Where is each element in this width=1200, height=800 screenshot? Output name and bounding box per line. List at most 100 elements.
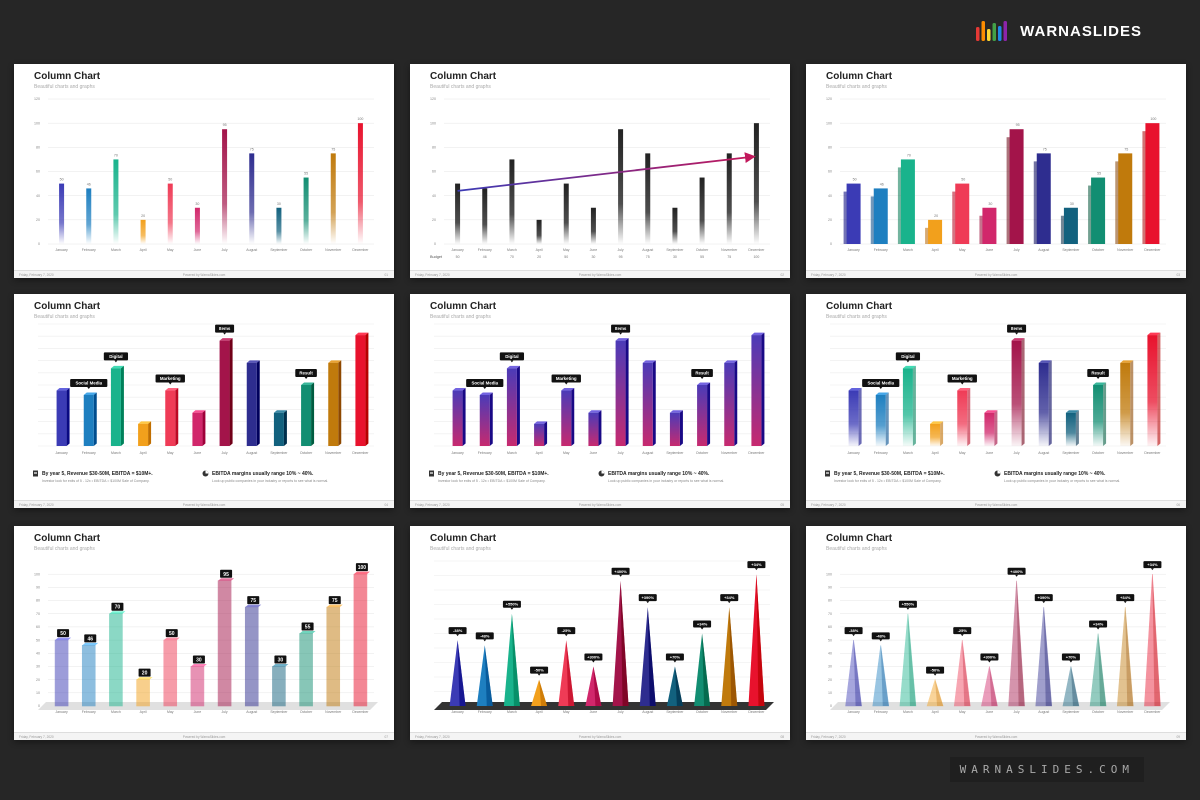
x-tick-label: May: [959, 710, 966, 714]
x-tick-label: February: [874, 248, 888, 252]
brand-bar: [998, 26, 1002, 41]
slide-footer: Friday, February 7, 2020 Powered by Warna…: [410, 270, 790, 278]
bar-side: [707, 382, 711, 446]
slide-title: Column Chart: [430, 301, 497, 312]
data-label: 20: [934, 214, 938, 218]
slide-notes: By year 5, Revenue $30-50M, EBITDA = $10…: [428, 470, 776, 498]
y-tick-label: 40: [828, 194, 832, 198]
bar-top: [136, 677, 153, 680]
trend-arrow: [457, 152, 756, 192]
x-tick-label: May: [167, 710, 174, 714]
slide-thumbnail[interactable]: 0 20 40 60 80 100 120 50 January 46 February 70 Marc…: [14, 64, 394, 278]
x-tick-label: January: [55, 710, 68, 714]
x-tick-label: November: [1117, 710, 1134, 714]
slide-thumbnail[interactable]: 0 10 20 30 40 50 60 70 80 90 100 50 January 46 Februar…: [14, 526, 394, 740]
footer-page-number: 05: [780, 502, 784, 507]
data-label-box: [720, 594, 739, 602]
bar-side: [858, 388, 862, 446]
data-label-box: [502, 600, 521, 608]
bar-shadow: [1142, 131, 1147, 244]
bar-side: [940, 421, 944, 446]
footer-url: WARNASLIDES.COM: [949, 757, 1144, 782]
data-label-box: [220, 569, 233, 578]
y-tick-label: 100: [826, 121, 832, 125]
y-tick-label: 40: [36, 194, 40, 198]
bar-top: [984, 410, 998, 413]
data-label-box: [328, 596, 341, 605]
cone: [1089, 633, 1107, 707]
x-tick-label: April: [536, 248, 543, 252]
slide-thumbnail[interactable]: January February March April May June July Augu…: [410, 294, 790, 508]
slide-thumbnail[interactable]: January February March April May June July Augu…: [806, 294, 1186, 508]
slide-subtitle: Beautiful charts and graphs: [34, 314, 95, 320]
brand-logo: WARNASLIDES: [976, 20, 1142, 42]
y-tick-label: 20: [828, 678, 832, 682]
data-label: 100: [357, 117, 363, 121]
bar: [353, 573, 368, 707]
x-tick-label: November: [721, 248, 738, 252]
slide-thumbnail[interactable]: January February March April May June July Augu…: [14, 294, 394, 508]
y-tick-label: 80: [36, 146, 40, 150]
callout-pointer: [906, 360, 910, 363]
bar-top: [561, 388, 575, 391]
slide-thumbnail[interactable]: 0 10 20 30 40 50 60 70 80 90 100 -38% January -48% Feb…: [806, 526, 1186, 740]
x-tick-label: August: [246, 248, 257, 252]
bar-shadow: [1060, 215, 1065, 244]
x-tick-label: July: [221, 451, 227, 455]
slide-thumbnail[interactable]: -38% January -48% February +550% March -50% Apr…: [410, 526, 790, 740]
x-tick-label: May: [959, 248, 966, 252]
slide-title: Column Chart: [34, 533, 101, 544]
bar: [536, 219, 542, 244]
y-tick-label: 0: [830, 704, 832, 708]
y-tick-label: 80: [36, 599, 40, 603]
bar-top: [1147, 332, 1161, 336]
data-label: 46: [87, 636, 93, 642]
cone-shade: [989, 666, 998, 706]
cone: [1116, 607, 1134, 707]
bar: [642, 362, 653, 446]
bar: [83, 394, 94, 446]
cone: [1008, 580, 1025, 707]
y-tick-label: 80: [828, 146, 832, 150]
slide-thumbnail[interactable]: 0 20 40 60 80 100 120 January 50 February 46 March 7…: [410, 64, 790, 278]
x-tick-label: September: [270, 451, 288, 455]
y-tick-label: 20: [36, 678, 40, 682]
callout-box: [295, 369, 317, 377]
bar-side: [1103, 382, 1107, 446]
bar: [330, 153, 336, 244]
bar: [1118, 153, 1133, 244]
slide-thumbnail[interactable]: 0 20 40 60 80 100 120 50 January 46 February 70 Marc…: [806, 64, 1186, 278]
slide-title: Column Chart: [430, 533, 497, 544]
y-tick-label: 70: [36, 612, 40, 616]
x-tick-label: February: [82, 248, 96, 252]
footer-credit: Powered by WarnaSlides.com: [974, 734, 1018, 739]
bar: [190, 666, 205, 707]
bar-shadow: [979, 215, 984, 244]
bar-side: [544, 421, 548, 446]
data-label-box: [475, 632, 494, 640]
bar: [482, 188, 488, 244]
x-tick-label: April: [140, 248, 147, 252]
x-tick-label: April: [932, 710, 939, 714]
x-tick-label: March: [507, 451, 517, 455]
note-text: Investor look for exits of 5 - 12x • EBI…: [834, 479, 942, 483]
data-label: -38%: [453, 628, 463, 633]
data-label-box: [247, 596, 260, 605]
chart-floor: [38, 702, 378, 710]
x-tick-label: October: [696, 248, 709, 252]
slide-title: Column Chart: [826, 301, 893, 312]
cone: [953, 640, 971, 707]
x-tick-label: January: [847, 710, 860, 714]
slide-title: Column Chart: [430, 71, 497, 82]
callout-pointer: [87, 386, 91, 389]
bar-shadow: [1088, 185, 1093, 244]
x-tick-label: October: [1092, 710, 1105, 714]
y-tick-label: 60: [432, 170, 436, 174]
data-label-box: [693, 620, 712, 628]
footer-credit: Powered by WarnaSlides.com: [182, 734, 226, 739]
bar-top: [751, 332, 765, 336]
cone: [926, 678, 944, 707]
x-tick-label: March: [507, 248, 517, 252]
x-tick-label: August: [1038, 710, 1049, 714]
bar-top: [246, 360, 260, 363]
